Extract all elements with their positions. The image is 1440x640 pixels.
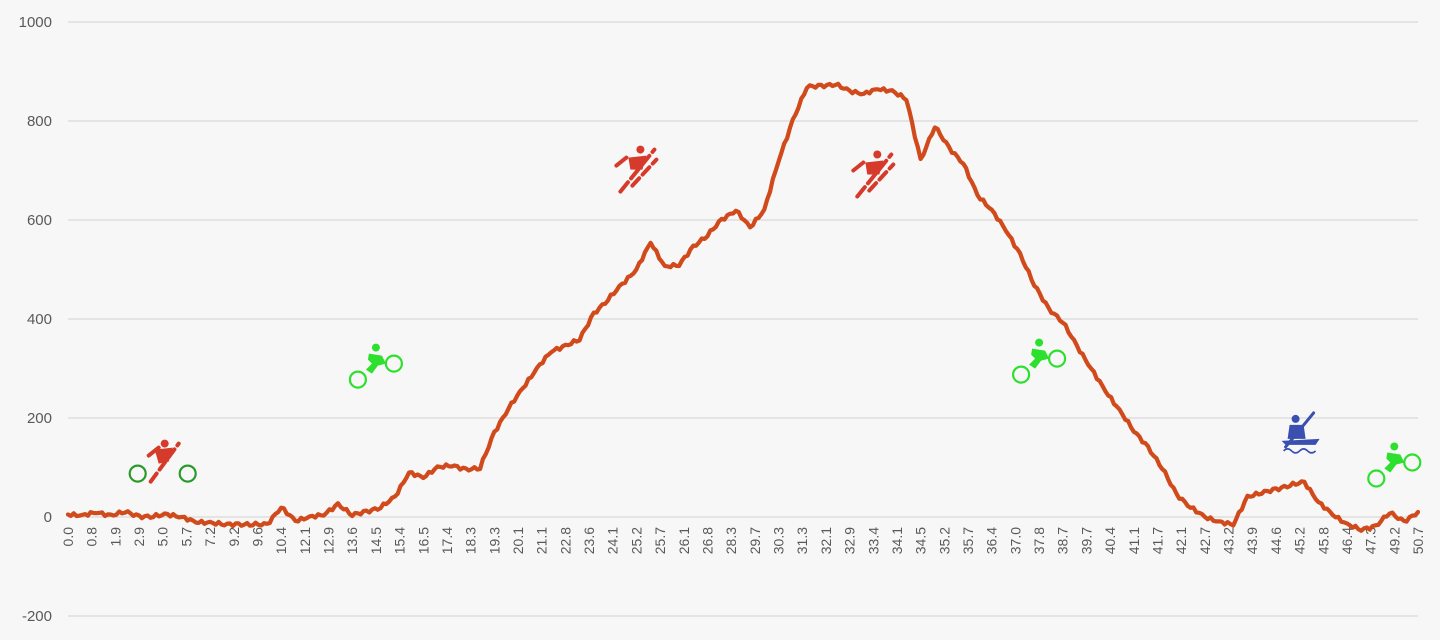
x-tick-label: 36.4 [984, 527, 1000, 554]
x-tick-label: 31.3 [794, 527, 810, 554]
x-tick-label: 9.6 [249, 527, 265, 547]
y-tick-label: 800 [27, 113, 52, 130]
x-tick-label: 24.1 [605, 527, 621, 554]
activity-icons [128, 145, 1422, 488]
x-tick-label: 5.7 [178, 527, 194, 547]
x-tick-label: 49.2 [1386, 527, 1402, 554]
x-tick-label: 45.2 [1292, 527, 1308, 554]
x-tick-label: 21.1 [534, 527, 550, 554]
x-tick-label: 26.8 [699, 527, 715, 554]
y-tick-label: 0 [44, 509, 52, 526]
x-axis: 0.0 0.8 1.9 2.9 5.0 5.7 7.2 9.2 9.6 10.4 12.1 12.9 1… [60, 527, 1426, 554]
x-tick-label: 0.0 [60, 527, 76, 547]
x-tick-label: 46.4 [1339, 527, 1355, 554]
cycling-icon [1367, 442, 1422, 488]
gridlines [68, 21, 1418, 617]
x-tick-label: 1.9 [107, 527, 123, 547]
x-tick-label: 50.7 [1410, 527, 1426, 554]
x-tick-label: 45.8 [1315, 527, 1331, 554]
x-tick-label: 9.2 [226, 527, 242, 547]
x-tick-label: 32.1 [818, 527, 834, 554]
x-tick-label: 42.1 [1173, 527, 1189, 554]
series-layer [65, 81, 1421, 533]
x-tick-label: 28.3 [723, 527, 739, 554]
x-tick-label: 33.4 [865, 527, 881, 554]
x-tick-label: 41.1 [1126, 527, 1142, 554]
x-tick-label: 15.4 [392, 527, 408, 554]
cycling-icon [348, 343, 403, 389]
x-tick-label: 42.7 [1197, 527, 1213, 554]
x-tick-label: 5.0 [155, 527, 171, 547]
kayak-icon [1281, 411, 1320, 454]
y-tick-label: -200 [22, 608, 52, 625]
x-tick-label: 43.9 [1244, 527, 1260, 554]
x-tick-label: 19.3 [486, 527, 502, 554]
x-tick-label: 25.7 [652, 527, 668, 554]
x-tick-label: 10.4 [273, 527, 289, 554]
cycling-icon [1011, 338, 1067, 384]
running-sprint-icon [851, 150, 896, 199]
y-tick-label: 400 [27, 311, 52, 328]
x-tick-label: 41.7 [1149, 527, 1165, 554]
x-tick-label: 13.6 [344, 527, 360, 554]
x-tick-label: 32.9 [842, 527, 858, 554]
x-tick-label: 7.2 [202, 527, 218, 547]
x-tick-label: 37.8 [1031, 527, 1047, 554]
y-tick-label: 200 [27, 410, 52, 427]
x-tick-label: 12.1 [297, 527, 313, 554]
x-tick-label: 0.8 [84, 527, 100, 547]
x-tick-label: 26.1 [676, 527, 692, 554]
x-tick-label: 2.9 [131, 527, 147, 547]
y-tick-label: 600 [27, 212, 52, 229]
x-tick-label: 34.1 [889, 527, 905, 554]
x-tick-label: 35.2 [936, 527, 952, 554]
x-tick-label: 12.9 [321, 527, 337, 554]
x-tick-label: 38.7 [1055, 527, 1071, 554]
x-tick-label: 14.5 [368, 527, 384, 554]
y-tick-label: 1000 [19, 14, 52, 31]
x-tick-label: 25.2 [628, 527, 644, 554]
x-tick-label: 37.0 [1007, 527, 1023, 554]
x-tick-label: 23.6 [581, 527, 597, 554]
x-tick-label: 22.8 [557, 527, 573, 554]
x-tick-label: 18.3 [463, 527, 479, 554]
x-tick-label: 29.7 [747, 527, 763, 554]
x-tick-label: 40.4 [1102, 527, 1118, 554]
x-tick-label: 16.5 [415, 527, 431, 554]
x-tick-label: 44.6 [1268, 527, 1284, 554]
running-sprint-icon [614, 145, 659, 194]
cycling-sprint-icon [128, 439, 197, 484]
x-tick-label: 20.1 [510, 527, 526, 554]
x-tick-label: 47.3 [1363, 527, 1379, 554]
series-line [65, 81, 1421, 533]
x-tick-label: 39.7 [1078, 527, 1094, 554]
x-tick-label: 34.5 [913, 527, 929, 554]
x-tick-label: 17.4 [439, 527, 455, 554]
x-tick-label: 35.7 [960, 527, 976, 554]
x-tick-label: 43.2 [1221, 527, 1237, 554]
x-tick-label: 30.3 [771, 527, 787, 554]
y-axis: -200 0 200 400 600 800 1000 [19, 14, 52, 625]
